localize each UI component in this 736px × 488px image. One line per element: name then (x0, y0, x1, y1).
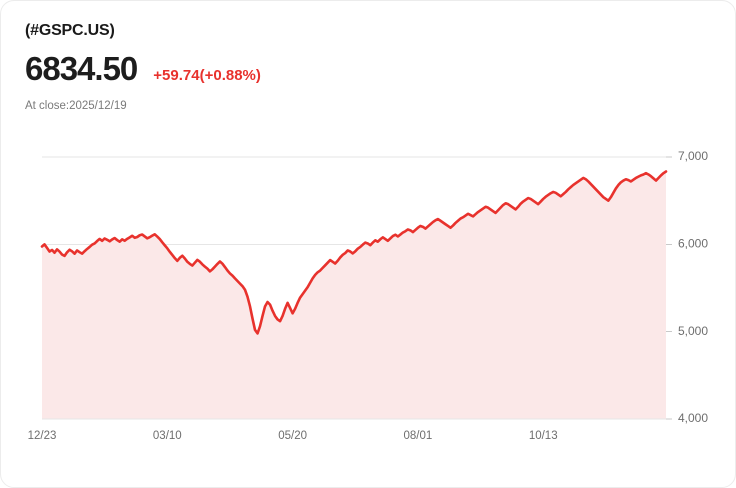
symbol-label: (#GSPC.US) (25, 22, 115, 39)
quote-header: (#GSPC.US) 6834.50 +59.74(+0.88%) At clo… (1, 1, 735, 113)
price-change: +59.74(+0.88%) (153, 67, 261, 84)
price-chart[interactable]: 7,000 6,000 5,000 4,000 12/23 03/10 05/20 08/01… (1, 141, 736, 461)
y-axis-tick: 7,000 (678, 149, 708, 163)
y-axis-tick: 4,000 (678, 411, 708, 425)
price-chart-svg[interactable]: 7,000 6,000 5,000 4,000 12/23 03/10 05/20 08/01… (1, 141, 736, 461)
price-row: 6834.50 +59.74(+0.88%) (25, 51, 735, 87)
x-axis-tick: 10/13 (529, 430, 558, 442)
y-axis-tick: 6,000 (678, 237, 708, 251)
x-axis-tick: 12/23 (28, 430, 57, 442)
chart-line (40, 170, 668, 335)
x-axis-tick: 08/01 (404, 430, 433, 442)
last-price: 6834.50 (25, 50, 138, 87)
x-axis-tick: 03/10 (153, 430, 182, 442)
x-axis-tick: 05/20 (278, 430, 307, 442)
y-axis-tick: 5,000 (678, 324, 708, 338)
chart-area-fill (42, 171, 666, 419)
market-status: At close:2025/12/19 (25, 100, 127, 112)
